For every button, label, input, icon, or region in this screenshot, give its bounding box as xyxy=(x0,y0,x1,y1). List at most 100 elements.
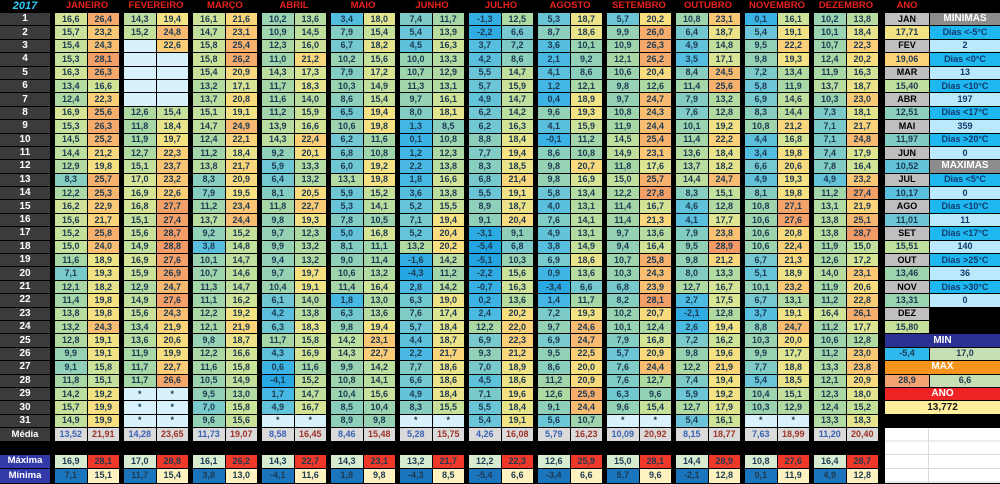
temp-cell[interactable]: 18,6 xyxy=(432,361,464,374)
maxima-cell[interactable]: 16,9 xyxy=(55,454,87,468)
temp-cell[interactable]: 24,7 xyxy=(708,173,740,187)
min-threshold-value[interactable]: 0 xyxy=(930,146,1000,160)
temp-cell[interactable]: 13,9 xyxy=(262,120,294,133)
temp-cell[interactable]: 18,7 xyxy=(708,26,740,39)
year-label[interactable]: 2017 xyxy=(0,0,50,12)
temp-cell[interactable]: 7,9 xyxy=(193,187,225,200)
temp-cell[interactable]: 10,1 xyxy=(814,26,846,39)
temp-cell[interactable]: 13,2 xyxy=(294,240,326,254)
temp-cell[interactable]: 27,4 xyxy=(156,213,188,227)
temp-cell[interactable]: 18,4 xyxy=(156,120,188,133)
temp-cell[interactable]: 8,3 xyxy=(193,173,225,187)
temp-cell[interactable]: 21,2 xyxy=(501,347,533,361)
temp-cell[interactable]: 12,1 xyxy=(193,320,225,334)
temp-cell[interactable]: -0,1 xyxy=(538,133,570,146)
temp-cell[interactable]: 20,8 xyxy=(225,93,257,106)
temp-cell[interactable]: 16,3 xyxy=(432,39,464,53)
temp-cell[interactable]: 18,4 xyxy=(432,320,464,334)
temp-cell[interactable]: 19,3 xyxy=(777,173,809,187)
ano-month-value[interactable]: 15,80 xyxy=(885,320,929,334)
day-label[interactable]: 7 xyxy=(0,93,50,106)
temp-cell[interactable]: 19,7 xyxy=(156,133,188,146)
ano-header[interactable]: ANO xyxy=(885,0,929,12)
day-label[interactable]: 2 xyxy=(0,26,50,39)
temp-cell[interactable]: 10,4 xyxy=(262,280,294,294)
temp-cell[interactable]: 12,6 xyxy=(814,254,846,267)
temp-cell[interactable]: 10,3 xyxy=(814,93,846,106)
temp-cell[interactable]: 3,4 xyxy=(745,146,777,160)
temp-cell[interactable]: 15,1 xyxy=(193,106,225,120)
temp-cell[interactable]: 12,8 xyxy=(708,307,740,320)
temp-cell[interactable]: 10,8 xyxy=(363,146,395,160)
temp-cell[interactable]: 4,9 xyxy=(469,93,501,106)
media-row-label[interactable]: Média xyxy=(0,428,50,441)
temp-cell[interactable]: 11,4 xyxy=(331,280,363,294)
temp-cell[interactable]: 23,1 xyxy=(708,13,740,26)
ano-month-label[interactable]: FEV xyxy=(885,39,929,53)
temp-cell[interactable]: 5,5 xyxy=(469,66,501,79)
temp-cell[interactable]: 15,2 xyxy=(363,187,395,200)
temp-cell[interactable]: 11,4 xyxy=(607,200,639,213)
temp-cell[interactable]: 0,9 xyxy=(538,267,570,280)
temp-cell[interactable]: 9,8 xyxy=(607,79,639,93)
temp-cell[interactable]: 15,5 xyxy=(432,401,464,414)
day-label[interactable]: 14 xyxy=(0,187,50,200)
temp-cell[interactable]: 19,7 xyxy=(294,267,326,280)
maxima-cell[interactable]: 13,2 xyxy=(400,454,432,468)
temp-cell[interactable]: 13,2 xyxy=(363,267,395,280)
temp-cell[interactable]: 24,7 xyxy=(639,93,671,106)
temp-cell[interactable]: 16,6 xyxy=(87,79,119,93)
temp-cell[interactable]: 19,1 xyxy=(777,307,809,320)
temp-cell[interactable]: 13,1 xyxy=(331,173,363,187)
temp-cell[interactable]: 16,3 xyxy=(55,66,87,79)
temp-cell[interactable]: 8,7 xyxy=(538,26,570,39)
temp-cell[interactable]: 10,3 xyxy=(607,267,639,280)
temp-cell[interactable]: 7,8 xyxy=(331,213,363,227)
maxima-cell[interactable]: 14,4 xyxy=(676,454,708,468)
temp-cell[interactable]: 14,3 xyxy=(262,133,294,146)
temp-cell[interactable]: 16,4 xyxy=(639,240,671,254)
maxima-cell[interactable]: 26,2 xyxy=(225,454,257,468)
temp-cell[interactable]: 10,7 xyxy=(814,39,846,53)
temp-cell[interactable]: 26,2 xyxy=(225,53,257,66)
media-cell[interactable]: 19,07 xyxy=(225,428,257,441)
temp-cell[interactable]: 23,1 xyxy=(846,267,878,280)
temp-cell[interactable]: 9,8 xyxy=(538,160,570,173)
temp-cell[interactable]: 28,9 xyxy=(708,240,740,254)
temp-cell[interactable]: 6,2 xyxy=(331,133,363,146)
temp-cell[interactable]: 10,7 xyxy=(570,414,602,428)
temp-cell[interactable]: 14,1 xyxy=(570,213,602,227)
temp-cell[interactable]: 10,5 xyxy=(193,374,225,387)
minima-cell[interactable]: 9,8 xyxy=(363,468,395,484)
minima-cell[interactable]: 5,7 xyxy=(607,468,639,484)
temp-cell[interactable]: 4,5 xyxy=(469,374,501,387)
minima-cell[interactable]: 11,7 xyxy=(124,468,156,484)
minima-cell[interactable]: 6,6 xyxy=(501,468,533,484)
temp-cell[interactable]: 7,2 xyxy=(501,39,533,53)
day-label[interactable]: 5 xyxy=(0,66,50,79)
temp-cell[interactable]: 10,3 xyxy=(501,254,533,267)
temp-cell[interactable]: 4,9 xyxy=(745,173,777,187)
temp-cell[interactable]: 24,3 xyxy=(639,106,671,120)
temp-cell[interactable]: 19,8 xyxy=(363,120,395,133)
temp-cell[interactable]: 22,2 xyxy=(708,133,740,146)
day-label[interactable]: 19 xyxy=(0,254,50,267)
temp-cell[interactable]: 15,1 xyxy=(87,374,119,387)
temp-cell[interactable]: 19,1 xyxy=(87,334,119,347)
temp-cell[interactable]: 8,6 xyxy=(570,66,602,79)
temp-cell[interactable]: 5,2 xyxy=(400,200,432,213)
temp-cell-empty[interactable] xyxy=(124,79,156,93)
maxima-cell[interactable]: 10,8 xyxy=(745,454,777,468)
temp-cell[interactable]: 11,4 xyxy=(676,79,708,93)
temp-cell[interactable]: 25,6 xyxy=(708,79,740,93)
temp-cell[interactable]: -3,4 xyxy=(538,280,570,294)
temp-cell[interactable]: 11,2 xyxy=(538,374,570,387)
maxima-cell[interactable]: 22,7 xyxy=(294,454,326,468)
temp-cell[interactable]: 9,8 xyxy=(363,414,395,428)
temp-cell[interactable]: 7,1 xyxy=(469,387,501,401)
temp-cell[interactable]: 7,7 xyxy=(745,361,777,374)
temp-cell[interactable]: 11,4 xyxy=(676,133,708,146)
temp-cell[interactable]: 16,9 xyxy=(55,106,87,120)
temp-cell[interactable]: 8,8 xyxy=(745,320,777,334)
temp-cell[interactable]: 18,7 xyxy=(846,79,878,93)
